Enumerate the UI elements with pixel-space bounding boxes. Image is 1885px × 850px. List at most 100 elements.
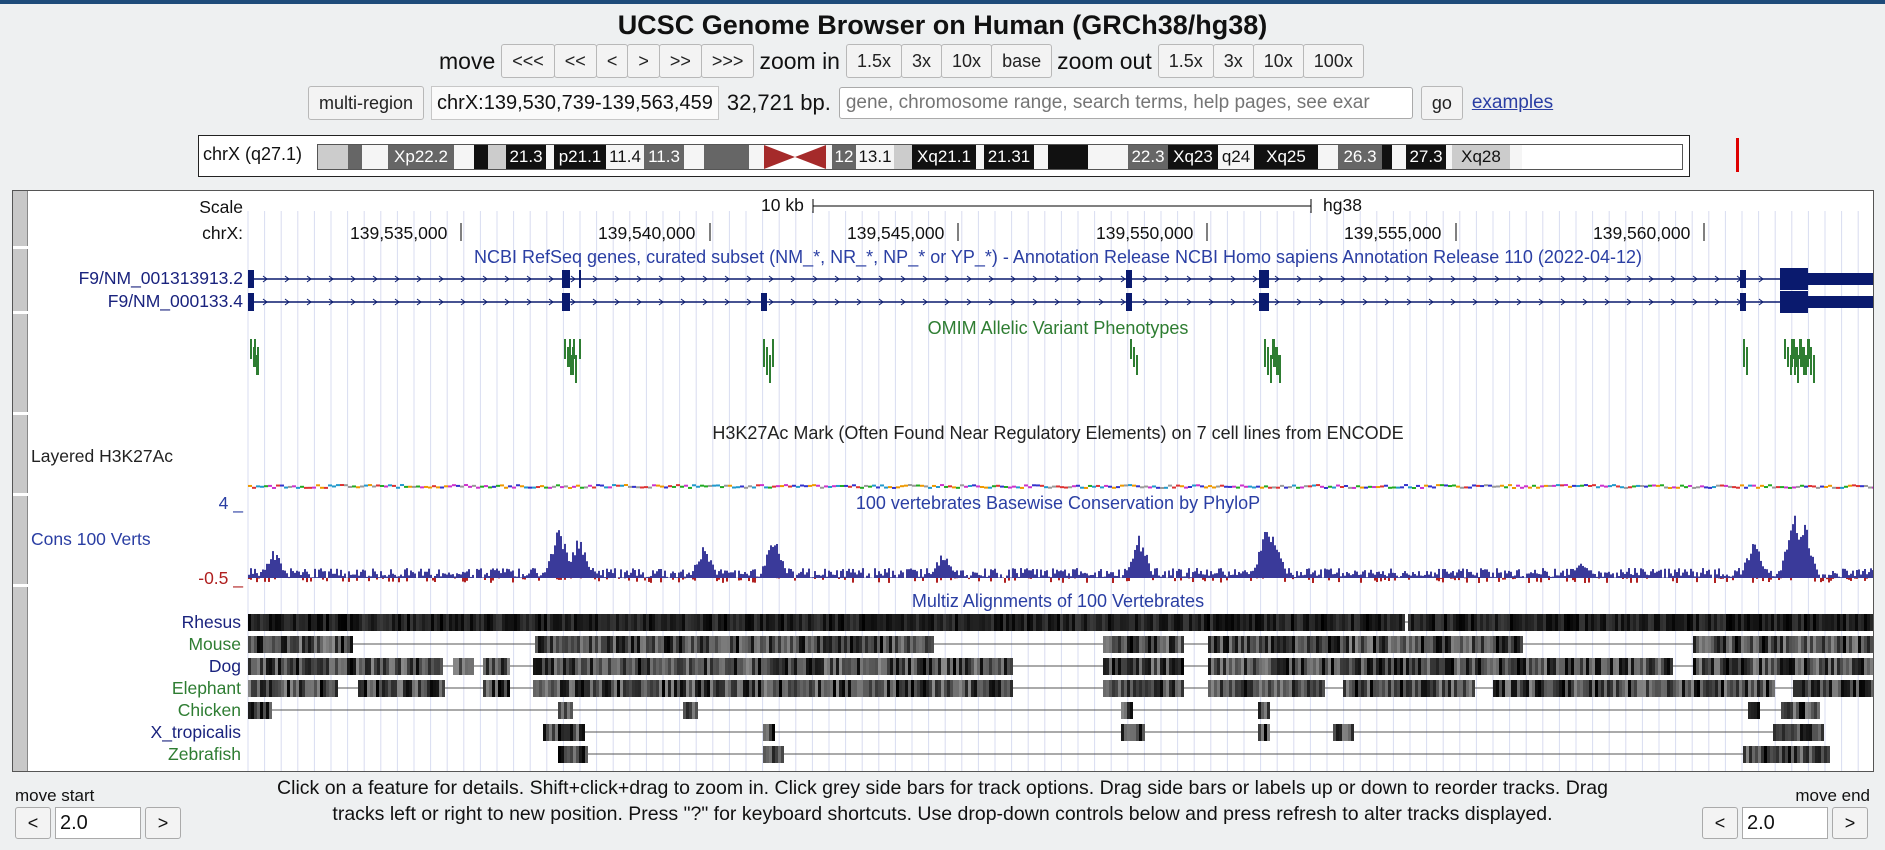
h3k27ac-signal (876, 486, 880, 488)
species-label-mouse[interactable]: Mouse (13, 634, 241, 655)
alignment-block (1568, 680, 1571, 697)
alignment-block (790, 614, 793, 631)
h3k27ac-signal (1708, 487, 1712, 489)
species-label-zebrafish[interactable]: Zebrafish (13, 744, 241, 765)
alignment-block (935, 680, 938, 697)
go-button[interactable]: go (1421, 86, 1463, 120)
alignment-block (1816, 636, 1819, 653)
multi-region-button[interactable]: multi-region (308, 86, 424, 120)
alignment-block (806, 680, 809, 697)
chromosome-ideogram[interactable]: chrX (q27.1) Xp22.2 21.3 p21.1 11.4 11.3 12 13… (198, 135, 1690, 177)
conservation-label[interactable]: Cons 100 Verts (31, 529, 151, 550)
conservation-bar (1478, 577, 1480, 578)
refseq-track-title[interactable]: NCBI RefSeq genes, curated subset (NM_*,… (248, 247, 1868, 268)
h3k27ac-signal (1296, 487, 1300, 489)
species-label-x-tropicalis[interactable]: X_tropicalis (13, 722, 241, 743)
conservation-neg-bar (1050, 578, 1052, 582)
move-start-right-button[interactable]: > (145, 807, 181, 839)
omim-track-title[interactable]: OMIM Allelic Variant Phenotypes (248, 318, 1868, 339)
conservation-bar (1060, 570, 1062, 578)
zoom-out-3x-button[interactable]: 3x (1213, 44, 1254, 78)
move-start-input[interactable]: 2.0 (55, 807, 141, 839)
alignment-block (1808, 680, 1811, 697)
transcript-label-1[interactable]: F9/NM_001313913.2 (13, 268, 243, 289)
alignment-block (932, 658, 935, 675)
h3k27ac-label[interactable]: Layered H3K27Ac (31, 446, 173, 467)
zoom-out-10x-button[interactable]: 10x (1253, 44, 1304, 78)
alignment-block (1579, 614, 1582, 631)
alignment-block (557, 658, 560, 675)
alignment-block (685, 636, 688, 653)
move-right-button[interactable]: > (627, 44, 660, 78)
move-left-button[interactable]: < (596, 44, 629, 78)
alignment-block (817, 614, 820, 631)
alignment-block (314, 636, 317, 653)
conservation-bar (392, 574, 394, 578)
move-end-left-button[interactable]: < (1702, 807, 1738, 839)
h3k27ac-signal (1344, 485, 1348, 487)
move-right-far-button[interactable]: >>> (701, 44, 755, 78)
move-right-more-button[interactable]: >> (659, 44, 702, 78)
move-end-right-button[interactable]: > (1832, 807, 1868, 839)
alignment-block (829, 636, 832, 653)
conservation-bar (1510, 572, 1512, 578)
conservation-neg-bar (538, 578, 540, 581)
alignment-block (1700, 680, 1703, 697)
conservation-bar (460, 574, 462, 578)
h3k27ac-signal (904, 485, 908, 487)
conservation-track-title[interactable]: 100 vertebrates Basewise Conservation by… (248, 493, 1868, 514)
move-start-left-button[interactable]: < (15, 807, 51, 839)
conservation-bar (450, 575, 452, 578)
h3k27ac-signal (1320, 486, 1324, 488)
alignment-block (821, 680, 824, 697)
conservation-neg-bar (524, 578, 526, 580)
conservation-bar (1448, 574, 1450, 578)
move-left-far-button[interactable]: <<< (501, 44, 555, 78)
conservation-bar (282, 570, 284, 578)
alignment-block (580, 636, 583, 653)
alignment-block (1325, 636, 1328, 653)
alignment-block (794, 658, 797, 675)
species-label-rhesus[interactable]: Rhesus (13, 612, 241, 633)
h3k27ac-signal (1596, 486, 1600, 488)
zoom-in-10x-button[interactable]: 10x (941, 44, 992, 78)
alignment-block (691, 614, 694, 631)
multiz-track-title[interactable]: Multiz Alignments of 100 Vertebrates (248, 591, 1868, 612)
h3k27ac-track-title[interactable]: H3K27Ac Mark (Often Found Near Regulator… (248, 423, 1868, 444)
move-end-input[interactable]: 2.0 (1742, 807, 1828, 839)
conservation-neg-bar (752, 578, 754, 582)
alignment-block (617, 658, 620, 675)
transcript-label-2[interactable]: F9/NM_000133.4 (13, 291, 243, 312)
alignment-block (1165, 614, 1168, 631)
search-input[interactable] (839, 87, 1413, 119)
alignment-block (1760, 680, 1763, 697)
alignment-block (1309, 614, 1312, 631)
conservation-neg-bar (382, 578, 384, 579)
zoom-in-base-button[interactable]: base (991, 44, 1052, 78)
alignment-block (401, 614, 404, 631)
h3k27ac-signal (1844, 486, 1848, 488)
alignment-block (553, 636, 556, 653)
zoom-out-100x-button[interactable]: 100x (1303, 44, 1364, 78)
track-panel[interactable]: Scale chrX: 10 kb hg38 139,535,000 139,5… (12, 190, 1874, 772)
conservation-bar (1658, 571, 1660, 578)
alignment-block (1322, 658, 1325, 675)
species-label-chicken[interactable]: Chicken (13, 700, 241, 721)
alignment-block (655, 636, 658, 653)
zoom-in-1.5x-button[interactable]: 1.5x (846, 44, 902, 78)
species-label-dog[interactable]: Dog (13, 656, 241, 677)
alignment-block (1436, 636, 1439, 653)
conservation-bar (1156, 568, 1158, 578)
alignment-block (914, 680, 917, 697)
alignment-block (543, 724, 546, 741)
alignment-block (1592, 680, 1595, 697)
position-display[interactable]: chrX:139,530,739-139,563,459 (431, 86, 719, 120)
zoom-out-1.5x-button[interactable]: 1.5x (1158, 44, 1214, 78)
h3k27ac-signal (1304, 485, 1308, 487)
conservation-bar (1528, 573, 1530, 578)
zoom-in-3x-button[interactable]: 3x (901, 44, 942, 78)
conservation-bar (782, 561, 784, 578)
species-label-elephant[interactable]: Elephant (13, 678, 241, 699)
examples-link[interactable]: examples (1472, 92, 1553, 114)
move-left-more-button[interactable]: << (554, 44, 597, 78)
